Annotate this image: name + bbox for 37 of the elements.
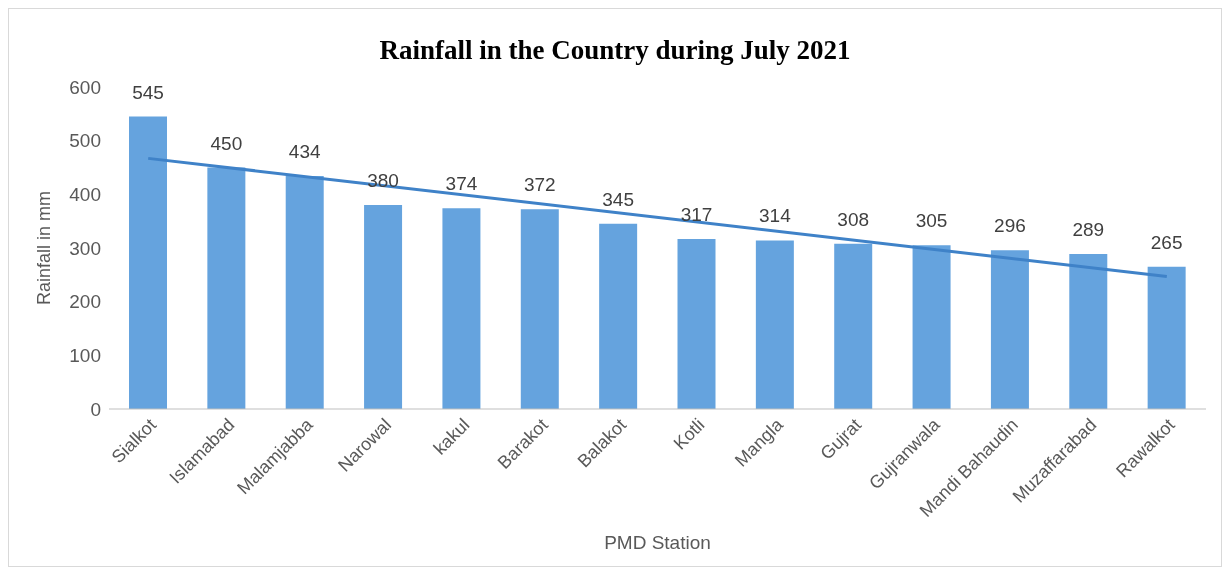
data-label: 345 <box>602 188 634 210</box>
data-label: 374 <box>445 173 478 195</box>
data-label: 434 <box>288 141 321 163</box>
y-tick-label: 100 <box>69 345 101 367</box>
data-label: 289 <box>1072 218 1105 240</box>
x-axis-title: PMD Station <box>604 532 711 553</box>
data-label: 265 <box>1150 231 1183 253</box>
y-tick-label: 500 <box>69 130 101 152</box>
bar <box>364 205 403 409</box>
bar <box>912 245 951 409</box>
bar <box>442 208 481 409</box>
data-label: 450 <box>210 132 243 154</box>
bar <box>129 116 167 409</box>
data-label: 305 <box>915 210 948 232</box>
bar <box>755 240 794 409</box>
bar <box>285 176 324 409</box>
y-axis-title: Rainfall in mm <box>34 190 55 306</box>
chart-title: Rainfall in the Country during July 2021 <box>378 35 852 66</box>
data-label: 317 <box>680 203 713 225</box>
bar <box>599 223 638 409</box>
bar <box>520 209 559 409</box>
y-tick-label: 300 <box>69 237 101 259</box>
y-tick-label: 600 <box>69 76 101 98</box>
data-label: 296 <box>994 215 1026 237</box>
data-label: 314 <box>759 205 792 227</box>
data-label: 372 <box>523 174 556 196</box>
data-label: 308 <box>837 208 870 230</box>
bar <box>207 167 246 409</box>
data-label: 545 <box>132 81 164 103</box>
y-tick-label: 0 <box>90 398 101 420</box>
bar <box>677 238 716 409</box>
y-tick-label: 400 <box>69 184 101 206</box>
bar <box>834 243 873 409</box>
bar <box>1147 266 1186 409</box>
y-tick-label: 200 <box>69 291 101 313</box>
bar <box>990 250 1029 409</box>
bar <box>1069 253 1108 409</box>
